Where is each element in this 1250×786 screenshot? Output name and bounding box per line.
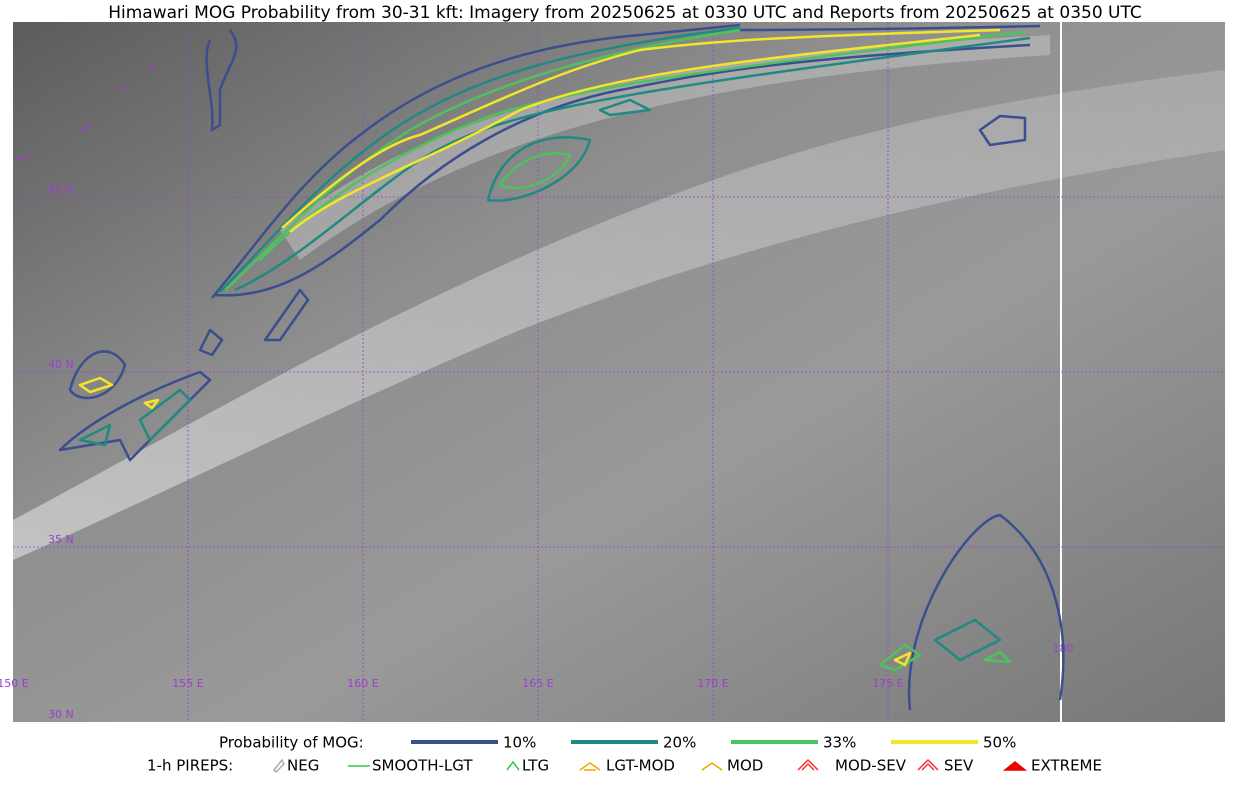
lat-label: 30 N <box>48 708 74 721</box>
lon-label: 150 E <box>0 677 29 690</box>
legend-title: 1-h PIREPS: <box>147 757 233 775</box>
legend-label: MOD-SEV <box>835 757 907 775</box>
legend-label: 50% <box>983 734 1016 752</box>
legend-label: 20% <box>663 734 696 752</box>
lat-label: 35 N <box>48 533 74 546</box>
lon-label: 165 E <box>522 677 553 690</box>
legend-label: 33% <box>823 734 856 752</box>
map: 45 N 40 N 35 N 30 N 150 E 155 E 160 E 165 E 170 … <box>0 22 1225 722</box>
legend: Probability of MOG: 10% 20% 33% 50% 1-h PIREP… <box>147 734 1102 775</box>
legend-label: LTG <box>522 757 549 775</box>
pirep-icon <box>797 758 819 771</box>
lat-label: 40 N <box>48 358 74 371</box>
legend-title: Probability of MOG: <box>219 734 364 752</box>
lon-label: 160 E <box>347 677 378 690</box>
lon-label: 155 E <box>172 677 203 690</box>
cloud-band <box>13 70 1225 560</box>
title: Himawari MOG Probability from 30-31 kft:… <box>108 3 1142 23</box>
contours <box>14 23 1065 711</box>
pirep-icon <box>917 758 939 771</box>
legend-label: SEV <box>944 757 974 775</box>
legend-label: SMOOTH-LGT <box>372 757 473 775</box>
lon-label: 170 E <box>697 677 728 690</box>
lon-label: 175 E <box>872 677 903 690</box>
pirep-icon <box>701 762 723 771</box>
pirep-icon <box>272 758 285 774</box>
legend-label: LGT-MOD <box>606 757 675 775</box>
cloud-band <box>280 35 1050 260</box>
pirep-icon <box>579 762 601 771</box>
lat-label: 45 N <box>48 183 74 196</box>
legend-label: EXTREME <box>1031 757 1102 775</box>
pirep-icon <box>506 760 520 771</box>
graticule: 45 N 40 N 35 N 30 N 150 E 155 E 160 E 165 E 170 … <box>0 22 1225 722</box>
pirep-icon <box>1002 761 1028 771</box>
legend-label: NEG <box>287 757 319 775</box>
legend-label: MOD <box>727 757 763 775</box>
legend-label: 10% <box>503 734 536 752</box>
